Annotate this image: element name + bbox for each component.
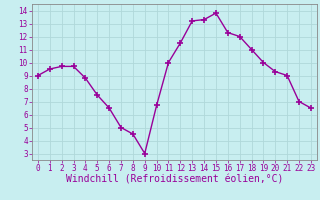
X-axis label: Windchill (Refroidissement éolien,°C): Windchill (Refroidissement éolien,°C)	[66, 175, 283, 185]
